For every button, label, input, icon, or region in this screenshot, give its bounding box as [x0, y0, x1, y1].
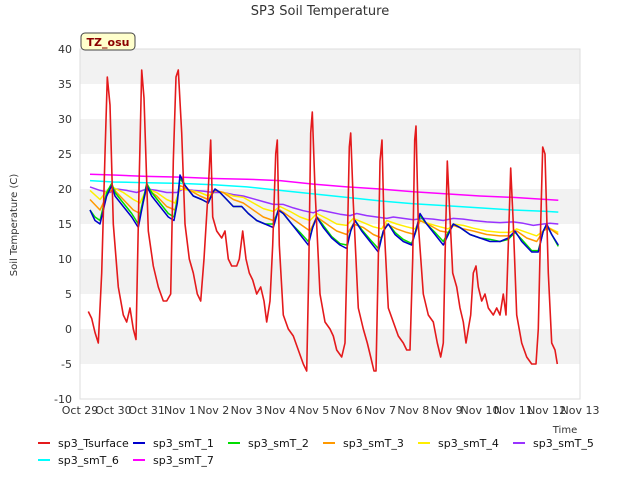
legend-label: sp3_smT_5 — [533, 437, 594, 450]
legend-item-sp3_smT_6: sp3_smT_6 — [38, 454, 119, 467]
series-line-sp3_smT_3 — [89, 184, 559, 243]
x-tick-label: Nov 4 — [264, 404, 296, 417]
y-tick-label: 35 — [58, 78, 72, 91]
y-tick-label: 5 — [65, 288, 72, 301]
legend-label: sp3_smT_6 — [58, 454, 119, 467]
series-line-sp3_smT_4 — [89, 186, 559, 237]
x-tick-label: Nov 6 — [331, 404, 363, 417]
legend-label: sp3_Tsurface — [58, 437, 129, 450]
legend-label: sp3_smT_3 — [343, 437, 404, 450]
x-tick-label: Nov 11 — [494, 404, 533, 417]
legend-label: sp3_smT_4 — [438, 437, 499, 450]
legend-item-sp3_smT_1: sp3_smT_1 — [133, 437, 214, 450]
legend-label: sp3_smT_1 — [153, 437, 214, 450]
legend-label: sp3_smT_2 — [248, 437, 309, 450]
y-tick-label: 20 — [58, 183, 72, 196]
y-tick-label: -10 — [54, 393, 72, 406]
legend-item-sp3_smT_7: sp3_smT_7 — [133, 454, 214, 467]
x-tick-label: Nov 7 — [364, 404, 396, 417]
series-lines — [87, 69, 559, 372]
legend-item-sp3_Tsurface: sp3_Tsurface — [38, 437, 129, 450]
x-tick-label: Nov 3 — [231, 404, 263, 417]
grid-band — [80, 259, 580, 294]
series-line-sp3_smT_6 — [89, 179, 559, 213]
y-tick-label: 40 — [58, 43, 72, 56]
site-badge-label: TZ_osu — [87, 36, 130, 49]
x-tick-label: Oct 31 — [128, 404, 165, 417]
y-tick-label: 10 — [58, 253, 72, 266]
series-line-sp3_smT_7 — [89, 173, 559, 201]
y-tick-label: 0 — [65, 323, 72, 336]
y-axis-label: Soil Temperature (C) — [9, 174, 20, 277]
legend-item-sp3_smT_2: sp3_smT_2 — [228, 437, 309, 450]
legend-label: sp3_smT_7 — [153, 454, 214, 467]
x-tick-label: Oct 29 — [62, 404, 99, 417]
x-tick-label: Nov 10 — [461, 404, 500, 417]
grid-band — [80, 119, 580, 154]
plot-border — [79, 48, 581, 400]
y-tick-label: 25 — [58, 148, 72, 161]
y-tick-label: 30 — [58, 113, 72, 126]
x-tick-label: Nov 1 — [164, 404, 196, 417]
x-tick-label: Oct 30 — [95, 404, 132, 417]
series-line-sp3_Tsurface — [87, 69, 559, 372]
x-tick-label: Nov 2 — [197, 404, 229, 417]
legend: sp3_Tsurface sp3_smT_1 sp3_smT_2 sp3_smT_3 s… — [38, 437, 594, 467]
y-tick-label: -5 — [61, 358, 72, 371]
site-badge: TZ_osu — [80, 32, 136, 51]
x-tick-label: Nov 5 — [297, 404, 329, 417]
grid-band — [80, 49, 580, 84]
y-axis-ticks: -10 -5 0 5 10 15 20 25 30 35 40 — [54, 43, 72, 406]
x-tick-label: Nov 12 — [527, 404, 566, 417]
series-line-sp3_smT_5 — [89, 186, 559, 227]
x-tick-label: Nov 9 — [431, 404, 463, 417]
x-axis-label: Time — [552, 425, 577, 436]
plot-background — [79, 48, 581, 400]
legend-item-sp3_smT_5: sp3_smT_5 — [513, 437, 594, 450]
x-tick-label: Nov 8 — [397, 404, 429, 417]
chart-title: SP3 Soil Temperature — [251, 4, 389, 19]
grid-band — [80, 329, 580, 364]
y-tick-label: 15 — [58, 218, 72, 231]
legend-item-sp3_smT_4: sp3_smT_4 — [418, 437, 499, 450]
legend-item-sp3_smT_3: sp3_smT_3 — [323, 437, 404, 450]
series-line-sp3_smT_1 — [89, 174, 559, 253]
x-tick-label: Nov 13 — [561, 404, 600, 417]
